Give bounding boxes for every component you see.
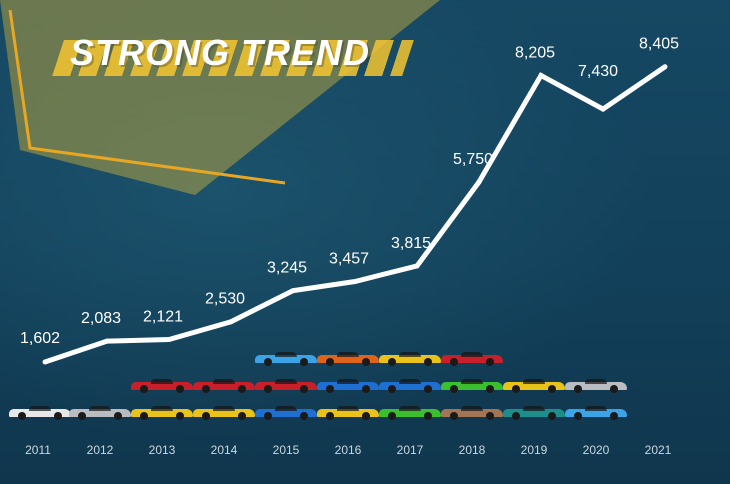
car-icon [379, 379, 441, 393]
car-icon [131, 379, 193, 393]
chart-title: STRONG TREND [70, 32, 370, 73]
car-icon [503, 406, 565, 420]
car-icon [317, 406, 379, 420]
data-point-2016 [352, 278, 358, 284]
data-point-2014 [228, 319, 234, 325]
x-tick-label-2016: 2016 [335, 443, 362, 457]
data-point-2012 [104, 338, 110, 344]
data-point-2013 [166, 336, 172, 342]
data-point-2018 [476, 179, 482, 185]
x-tick-label-2014: 2014 [211, 443, 238, 457]
spotlight-beam [0, 0, 440, 195]
value-label-2016: 3,457 [329, 250, 369, 267]
car-icon [503, 379, 565, 393]
value-label-2019: 8,205 [515, 44, 555, 61]
spotlight-edge [8, 9, 286, 185]
car-icon [317, 379, 379, 393]
car-icon [441, 379, 503, 393]
car-icon [9, 406, 71, 420]
x-tick-label-2021: 2021 [645, 443, 672, 457]
data-point-2011 [42, 359, 48, 365]
value-label-2012: 2,083 [81, 310, 121, 327]
x-tick-label-2017: 2017 [397, 443, 424, 457]
car-icon [441, 352, 503, 366]
car-icon [379, 352, 441, 366]
car-icon [317, 352, 379, 366]
data-point-2019 [538, 72, 544, 78]
car-icon [193, 379, 255, 393]
value-label-2013: 2,121 [143, 308, 183, 325]
value-label-2021: 8,405 [639, 36, 679, 53]
value-label-2014: 2,530 [205, 291, 245, 308]
x-tick-label-2019: 2019 [521, 443, 548, 457]
car-icon [379, 406, 441, 420]
x-tick-label-2011: 2011 [25, 443, 51, 457]
car-icon [565, 379, 627, 393]
value-label-2018: 5,750 [453, 151, 493, 168]
car-icon [69, 406, 131, 420]
data-point-2017 [414, 263, 420, 269]
car-icon [565, 406, 627, 420]
data-point-2020 [600, 106, 606, 112]
car-icon [255, 406, 317, 420]
x-tick-label-2020: 2020 [583, 443, 610, 457]
value-label-2017: 3,815 [391, 235, 431, 252]
x-tick-label-2012: 2012 [87, 443, 114, 457]
data-point-2021 [662, 64, 668, 70]
car-icon [255, 352, 317, 366]
car-icon [255, 379, 317, 393]
x-tick-label-2013: 2013 [149, 443, 176, 457]
value-label-2011: 1,602 [20, 330, 60, 347]
car-icon [193, 406, 255, 420]
car-icon [131, 406, 193, 420]
value-label-2015: 3,245 [267, 260, 307, 277]
data-point-2015 [290, 288, 296, 294]
car-icon [441, 406, 503, 420]
x-tick-label-2015: 2015 [273, 443, 300, 457]
x-tick-label-2018: 2018 [459, 443, 486, 457]
value-label-2020: 7,430 [578, 63, 618, 80]
